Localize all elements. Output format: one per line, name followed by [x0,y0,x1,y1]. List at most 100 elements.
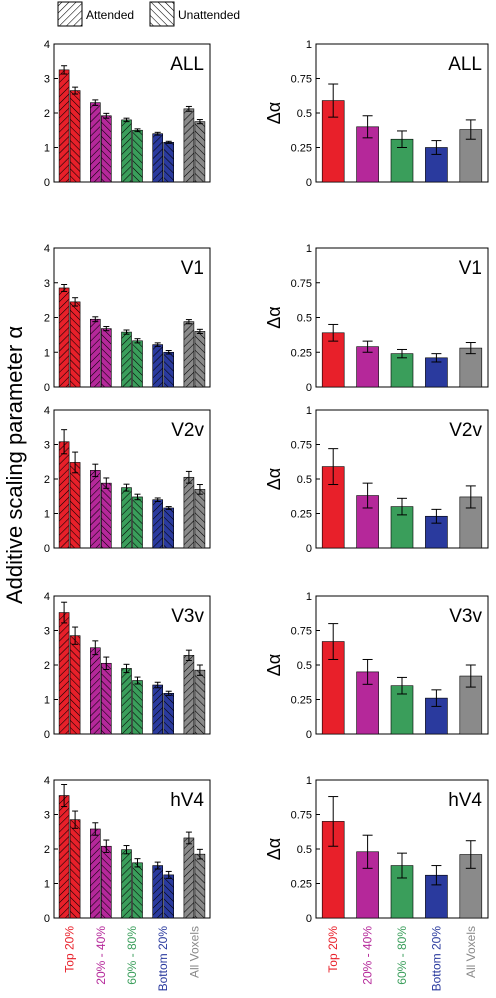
bar-hatch [183,477,194,548]
y-tick-label: 2 [44,474,50,486]
category-label: All Voxels [187,926,201,978]
y-axis-label-left: Additive scaling parameter α [2,326,27,604]
y-tick-label: 2 [44,108,50,120]
y-tick-label: 4 [44,775,50,787]
y-tick-label: 0.25 [291,347,312,359]
y-tick-label: 1 [44,509,50,521]
panel-v1-alpha: 0 1 2 3 4 V1 [44,243,211,394]
y-tick-label: 0.5 [297,108,312,120]
bar-hatch [163,693,174,734]
category-label: All Voxels [464,926,478,978]
bar-hatch [152,685,163,734]
y-tick-label: 1 [44,879,50,891]
y-axis-label-delta: Δα [264,306,284,328]
bar-hatch [132,862,143,918]
y-tick-label: 4 [44,405,50,417]
y-tick-label: 3 [44,810,50,822]
y-tick-label: 0.75 [291,74,312,86]
panel-v3v-alpha: 0 1 2 3 4 V3v [44,591,211,741]
panel-all-delta: 0 0.25 0.5 0.75 1 ALL Δα [264,39,489,189]
category-label: Bottom 20% [156,926,170,992]
y-tick-label: 1 [44,695,50,707]
legend-attended-label: Attended [86,8,134,22]
bar-hatch [90,319,101,387]
bar-hatch [101,483,112,548]
bar-hatch [163,874,174,918]
category-label: 20% - 40% [94,926,108,985]
panel-hv4-delta: 0 0.25 0.5 0.75 1 hV4 Δα [264,775,489,925]
y-axis-label-delta: Δα [264,102,284,124]
bar-hatch [194,854,205,918]
category-label: Bottom 20% [429,926,443,992]
bar-hatch [101,663,112,734]
panel-title: V3v [449,606,482,627]
category-label: 60% - 80% [125,926,139,985]
y-tick-label: 1 [44,347,50,359]
y-tick-label: 0 [44,543,50,555]
category-label: 60% - 80% [395,926,409,985]
y-tick-label: 1 [306,39,312,51]
y-tick-label: 0.75 [291,626,312,638]
bar-hatch [101,846,112,918]
bar-hatch [194,670,205,734]
bar-hatch [183,837,194,918]
bar-delta [390,353,414,388]
y-tick-label: 0.25 [291,695,312,707]
panel-title: hV4 [170,790,204,811]
y-tick-label: 1 [306,775,312,787]
y-tick-label: 4 [44,39,50,51]
y-axis-label-delta: Δα [264,468,284,490]
y-tick-label: 0.25 [291,509,312,521]
bar-hatch [152,865,163,918]
legend-unattended-label: Unattended [178,8,240,22]
y-tick-label: 3 [44,74,50,86]
category-label: Top 20% [326,926,340,973]
bar-hatch [70,301,81,387]
bar-hatch [163,507,174,548]
y-tick-label: 0.25 [291,879,312,891]
y-tick-label: 0.5 [297,660,312,672]
bar-hatch [121,849,132,918]
panel-title: V1 [459,258,482,279]
legend-unattended-swatch [149,1,175,27]
y-tick-label: 0 [44,729,50,741]
panel-v3v-delta: 0 0.25 0.5 0.75 1 V3v Δα [264,591,489,741]
bar-hatch [132,130,143,182]
y-axis-label-delta: Δα [264,654,284,676]
panel-title: ALL [170,54,204,75]
y-tick-label: 0 [44,382,50,394]
y-tick-label: 0.5 [297,844,312,856]
bar-hatch [59,441,70,548]
y-tick-label: 3 [44,440,50,452]
legend-attended-swatch [57,1,83,27]
y-tick-label: 2 [44,844,50,856]
bar-hatch [132,496,143,548]
panel-title: hV4 [448,790,482,811]
category-label: 20% - 40% [361,926,375,985]
bar-hatch [101,115,112,182]
bar-hatch [121,332,132,387]
bar-hatch [163,352,174,387]
bar-hatch [59,287,70,387]
bar-hatch [132,680,143,734]
charts: 0 1 2 3 4 ALL 0 0.25 0.5 0.75 1 ALL Δα 0 1 2 3 4 V1 0 0.25 0.… [44,39,489,992]
y-tick-label: 3 [44,626,50,638]
y-tick-label: 3 [44,278,50,290]
y-tick-label: 0.25 [291,143,312,155]
bar-hatch [59,612,70,734]
panel-v1-delta: 0 0.25 0.5 0.75 1 V1 Δα [264,243,489,394]
panel-title: V1 [181,258,204,279]
bar-hatch [183,655,194,734]
bar-hatch [152,344,163,387]
bar-hatch [194,489,205,548]
y-tick-label: 4 [44,591,50,603]
y-axis-label-delta: Δα [264,838,284,860]
panel-title: V2v [171,420,204,441]
bar-hatch [90,647,101,734]
bar-hatch [59,795,70,918]
bar-hatch [194,331,205,387]
bar-hatch [194,121,205,182]
y-tick-label: 0 [44,177,50,189]
y-tick-label: 1 [306,591,312,603]
